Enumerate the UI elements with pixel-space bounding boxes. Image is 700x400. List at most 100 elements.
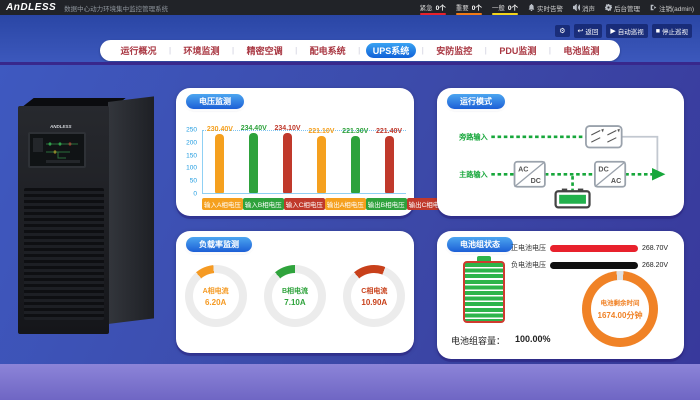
voltage-value-label: 221.40V: [376, 128, 403, 136]
battery-icon: [554, 188, 591, 209]
voltage-value-label: 234.40V: [240, 125, 267, 132]
voltage-value-label: 221.30V: [342, 128, 369, 136]
stop-icon: ■: [655, 27, 660, 35]
voltage-chart: 0 50 100 150 200 250 230.40V 234.40V 234.10V 221…: [186, 118, 448, 210]
tab-separator: |: [358, 46, 361, 55]
y-axis-tick: 100: [186, 164, 197, 172]
battery-remaining-ring: 电池剩余时间 1674.00分钟: [582, 271, 658, 347]
tab-separator: |: [421, 46, 424, 55]
voltage-bar: [316, 136, 326, 193]
positive-voltage-bar: [550, 244, 638, 252]
play-icon: ▶: [610, 28, 616, 35]
ups-flow-diagram: 旁路输入 主路输入 AC DC DC: [458, 125, 666, 209]
svg-text:DC: DC: [531, 177, 541, 185]
main-input-label: 主路输入: [459, 170, 488, 179]
header-bar: ⚙ ↩ 返回 ▶ 自动巡视 ■ 停止巡视 运行概况 | 环境监测 | 精密空调 | 配电系统 | UP…: [0, 15, 700, 62]
load-gauge-A相电流: A相电流 6.20A: [184, 265, 247, 327]
system-title: 数据中心动力环境集中监控管理系统: [64, 5, 169, 13]
voltage-bar-column: 230.40V: [205, 126, 235, 193]
load-gauge-B相电流: B相电流 7.10A: [263, 265, 326, 327]
cabinet-display: [28, 132, 86, 168]
bypass-input-label: 旁路输入: [458, 132, 488, 141]
top-bar: AnDLESS 数据中心动力环境集中监控管理系统 紧急 0个 重要 0个 一般 0个 …: [0, 0, 700, 15]
voltage-y-axis: 0 50 100 150 200 250: [178, 126, 200, 198]
y-axis-tick: 200: [186, 139, 197, 147]
view-toolbar: ⚙ ↩ 返回 ▶ 自动巡视 ■ 停止巡视: [555, 24, 692, 38]
ups-cabinet-image: ANDLESS: [4, 96, 162, 338]
alarm-major: 重要 0个: [455, 2, 482, 15]
header-divider: [0, 62, 700, 65]
tab-电池监测[interactable]: 电池监测: [563, 46, 600, 56]
remaining-time-label: 电池剩余时间: [600, 300, 640, 307]
gauge-value: 10.90A: [361, 297, 388, 307]
battery-status-panel: 电池组状态 正电池电压 268.70V 负电池电压 268.20V 电池组容量：…: [437, 231, 684, 359]
alarm-critical: 紧急 0个: [419, 2, 446, 15]
svg-text:AC: AC: [611, 177, 621, 185]
gauge-label: B相电流: [281, 287, 309, 295]
y-axis-tick: 250: [186, 126, 197, 134]
mute-menu[interactable]: 消声: [572, 3, 595, 13]
cabinet-brand-label: ANDLESS: [50, 124, 72, 129]
tab-配电系统[interactable]: 配电系统: [309, 46, 346, 56]
voltage-category-chip: 输入C相电压: [283, 198, 325, 210]
back-button[interactable]: ↩ 返回: [573, 24, 603, 38]
remaining-time-value: 1674.00分钟: [597, 311, 643, 320]
voltage-bar-column: 221.30V: [340, 128, 370, 193]
footer-band: [0, 364, 700, 400]
battery-level-icon: [463, 261, 505, 323]
voltage-bar-column: 234.40V: [239, 125, 269, 193]
y-axis-tick: 50: [189, 177, 197, 185]
gauge-value: 7.10A: [284, 297, 306, 307]
svg-text:DC: DC: [598, 166, 608, 174]
tab-精密空调[interactable]: 精密空调: [246, 46, 283, 56]
battery-capacity: 电池组容量： 100.00%: [451, 334, 551, 346]
voltage-x-labels: 输入A相电压 输入B相电压 输入C相电压 输出A相电压 输出B相电压 输出C相电压: [202, 198, 448, 210]
voltage-panel-title: 电压监测: [186, 94, 244, 109]
load-gauges: A相电流 6.20A B相电流 7.10A C相电流 10.90A: [176, 265, 414, 327]
auto-patrol-button[interactable]: ▶ 自动巡视: [606, 24, 648, 38]
run-mode-panel-title: 运行模式: [447, 94, 505, 109]
tab-安防监控[interactable]: 安防监控: [436, 46, 473, 56]
gauge-value: 6.20A: [204, 297, 227, 307]
main-area: ANDLESS 电压监测 0 50 100 150 200 250 230.40V 234.…: [0, 62, 700, 400]
voltage-bar: [215, 134, 225, 193]
voltage-category-chip: 输出A相电压: [324, 198, 366, 210]
battery-cap: [477, 256, 491, 261]
negative-voltage-bar: [550, 261, 638, 269]
nav-tab-bar: 运行概况 | 环境监测 | 精密空调 | 配电系统 | UPS系统 | 安防监控 | PDU监测 | 电池监…: [100, 40, 620, 61]
tab-环境监测[interactable]: 环境监测: [183, 46, 220, 56]
tab-运行概况[interactable]: 运行概况: [120, 46, 157, 56]
tab-separator: |: [548, 46, 551, 55]
voltage-bar-column: 221.10V: [306, 128, 336, 193]
voltage-bar: [249, 133, 259, 193]
y-axis-tick: 0: [193, 190, 197, 198]
alarm-minor-underline: [491, 12, 518, 15]
stop-patrol-button[interactable]: ■ 停止巡视: [651, 24, 692, 38]
brand-logo: AnDLESS: [6, 2, 57, 13]
speaker-icon: [572, 4, 580, 11]
tab-separator: |: [295, 46, 298, 55]
realtime-alarm-menu[interactable]: 实时告警: [528, 3, 563, 13]
bypass-switch-box: [585, 125, 623, 149]
voltage-value-label: 234.10V: [274, 125, 301, 133]
run-mode-panel: 运行模式 旁路输入 主路输入 AC DC: [437, 88, 684, 216]
tab-PDU监测[interactable]: PDU监测: [499, 46, 537, 56]
voltage-category-chip: 输出B相电压: [365, 198, 407, 210]
admin-menu[interactable]: 后台管理: [604, 3, 640, 13]
battery-capacity-value: 100.00%: [515, 334, 551, 344]
load-rate-panel: 负载率监测 A相电流 6.20A B相电流 7.10A C相电流 10.90A: [176, 231, 414, 353]
back-icon: ↩: [577, 28, 584, 35]
tab-UPS系统[interactable]: UPS系统: [365, 43, 417, 58]
logout-menu[interactable]: 注销(admin): [650, 3, 694, 13]
voltage-bars: 230.40V 234.40V 234.10V 221.10V 221.30V 221.4…: [202, 125, 406, 194]
tab-separator: |: [168, 46, 172, 55]
settings-button[interactable]: ⚙: [555, 25, 570, 37]
voltage-value-label: 221.10V: [308, 128, 335, 136]
voltage-value-label: 230.40V: [206, 126, 233, 134]
tab-separator: |: [232, 46, 235, 55]
voltage-category-chip: 输入B相电压: [242, 198, 284, 210]
bell-icon: [528, 4, 535, 11]
tab-separator: |: [484, 46, 487, 55]
output-arrow: [652, 168, 666, 181]
voltage-bar-column: 221.40V: [374, 128, 404, 193]
